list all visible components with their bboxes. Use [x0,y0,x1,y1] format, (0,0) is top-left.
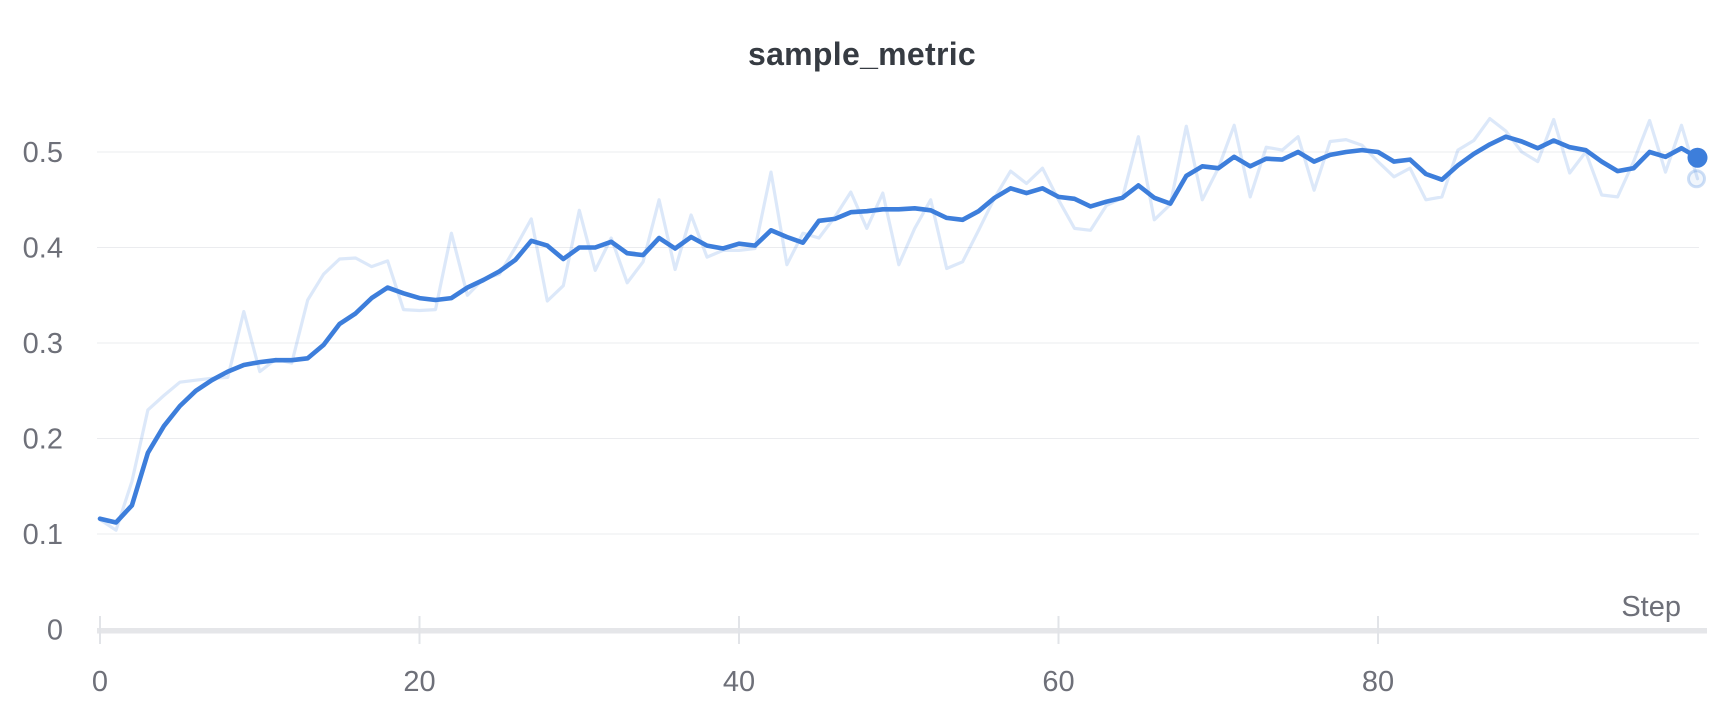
x-tick-label: 0 [92,666,108,698]
x-tick-label: 20 [403,666,435,698]
x-tick-label: 80 [1362,666,1394,698]
y-tick-label: 0 [47,615,63,647]
y-tick-label: 0.4 [23,233,63,265]
x-tick-label: 40 [723,666,755,698]
smoothed-series-line [97,134,1700,525]
x-axis-line [97,628,1707,634]
raw-endpoint-ring [1687,169,1706,189]
y-tick-label: 0.1 [23,519,63,551]
y-tick-label: 0.3 [23,328,63,360]
raw-series-line [98,116,1700,532]
smoothed-endpoint-dot [1687,147,1708,168]
x-tick-label: 60 [1042,666,1074,698]
y-tick-label: 0.2 [23,424,63,456]
x-axis-title: Step [1621,591,1681,623]
y-tick-label: 0.5 [23,137,63,169]
chart-title: sample_metric [747,36,977,72]
